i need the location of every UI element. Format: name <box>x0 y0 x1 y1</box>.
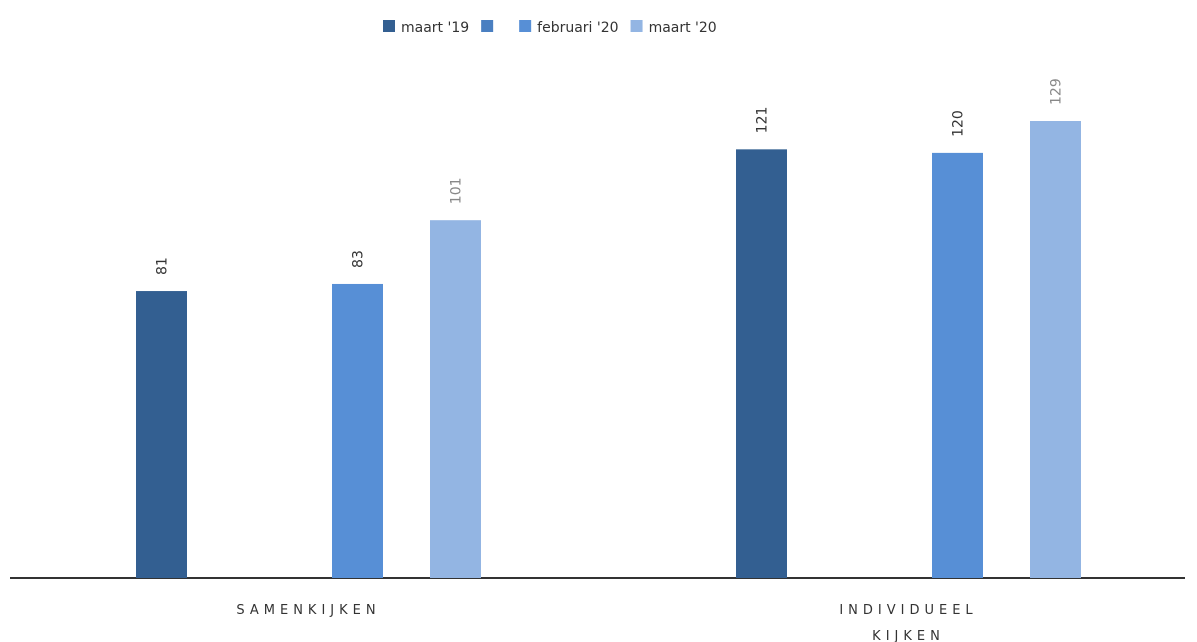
legend-label: maart '19 <box>401 20 469 36</box>
value-label: 120 <box>951 110 967 137</box>
legend-swatch <box>481 20 494 32</box>
x-tick-label: SAMENKIJKEN <box>236 603 381 618</box>
value-label: 129 <box>1049 78 1065 105</box>
value-label: 81 <box>155 257 171 275</box>
bar <box>430 220 481 579</box>
bar <box>736 149 787 579</box>
bar <box>932 152 983 578</box>
legend-swatch <box>519 20 532 32</box>
legend-swatch <box>383 20 395 32</box>
legend-label: februari '20 <box>537 20 618 36</box>
legend-swatch <box>630 20 643 32</box>
value-label: 121 <box>755 107 771 134</box>
bar <box>332 283 383 578</box>
value-label: 83 <box>351 250 367 268</box>
value-label: 101 <box>449 177 465 204</box>
x-tick-label: INDIVIDUEEL KIJKEN <box>839 603 978 642</box>
bar <box>136 291 187 578</box>
bar <box>1030 121 1081 578</box>
legend-label: maart '20 <box>649 20 717 36</box>
